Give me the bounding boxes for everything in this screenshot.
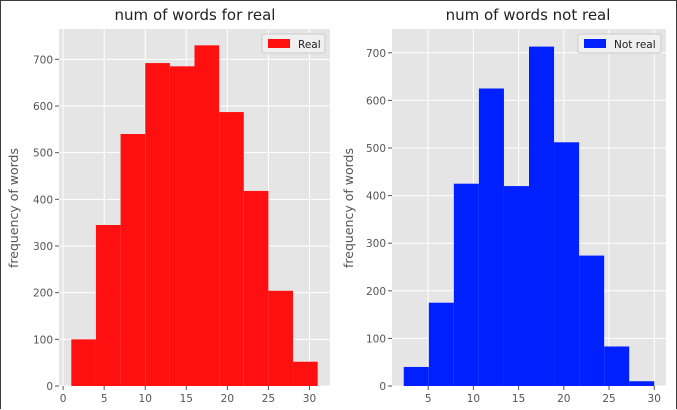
legend-swatch-not-real <box>584 39 606 48</box>
bars-not-real <box>403 46 655 386</box>
legend-label-not-real: Not real <box>614 39 656 51</box>
y-tick-label: 600 <box>366 95 386 107</box>
bar-not-real <box>428 302 454 386</box>
x-tick-label: 30 <box>303 393 316 405</box>
y-tick-label: 700 <box>33 54 53 66</box>
y-tick-label: 100 <box>366 333 386 345</box>
x-tick-label: 30 <box>648 393 661 405</box>
y-tick-label: 300 <box>33 241 53 253</box>
bar-not-real <box>453 183 479 386</box>
x-tick-label: 10 <box>467 393 480 405</box>
chart-real: num of words for real 0 5 10 15 20 25 30 0 100 2… <box>6 6 330 405</box>
y-tick-label: 600 <box>33 101 53 113</box>
bar-not-real <box>554 142 580 386</box>
legend-swatch-real <box>268 39 290 48</box>
x-tick-label: 10 <box>139 393 152 405</box>
bar-not-real <box>403 366 429 386</box>
y-ticks-real: 0 100 200 300 400 500 600 700 <box>33 54 59 393</box>
bar-not-real <box>503 186 529 386</box>
bar-real <box>243 190 269 386</box>
x-tick-label: 20 <box>221 393 234 405</box>
x-tick-label: 25 <box>602 393 615 405</box>
y-ticks-not-real: 0 100 200 300 400 500 600 700 <box>366 48 392 393</box>
y-tick-label: 200 <box>33 288 53 300</box>
bar-real <box>268 290 294 386</box>
y-tick-label: 400 <box>33 194 53 206</box>
bar-real <box>120 134 146 386</box>
y-tick-label: 200 <box>366 286 386 298</box>
legend-not-real: Not real <box>577 33 662 54</box>
y-tick-label: 500 <box>33 148 53 160</box>
bars-real <box>71 45 318 387</box>
x-tick-label: 25 <box>262 393 275 405</box>
x-tick-label: 20 <box>557 393 570 405</box>
bar-not-real <box>529 46 555 386</box>
bar-real <box>169 66 195 386</box>
y-tick-label: 500 <box>366 143 386 155</box>
bar-real <box>219 112 244 387</box>
y-axis-label-real: frequency of words <box>6 148 21 268</box>
bar-not-real <box>604 346 630 386</box>
legend-label-real: Real <box>298 39 321 51</box>
bar-real <box>71 339 96 386</box>
x-tick-label: 5 <box>425 393 432 405</box>
chart-title-real: num of words for real <box>115 6 276 24</box>
bar-not-real <box>629 381 655 386</box>
x-tick-label: 15 <box>180 393 193 405</box>
y-axis-label-not-real: frequency of words <box>341 148 356 268</box>
y-tick-label: 700 <box>366 48 386 60</box>
y-tick-label: 0 <box>46 381 53 393</box>
legend-real: Real <box>261 33 326 54</box>
x-tick-label: 15 <box>512 393 525 405</box>
bar-real <box>293 361 318 386</box>
y-tick-label: 400 <box>366 191 386 203</box>
bar-not-real <box>478 88 504 386</box>
bar-real <box>145 63 170 387</box>
x-ticks-not-real: 5 10 15 20 25 30 <box>425 386 661 405</box>
chart-title-not-real: num of words not real <box>446 6 611 24</box>
bar-not-real <box>579 255 605 386</box>
x-ticks-real: 0 5 10 15 20 25 30 <box>60 386 316 405</box>
y-tick-label: 0 <box>379 381 386 393</box>
x-tick-label: 5 <box>101 393 108 405</box>
bar-real <box>194 45 220 386</box>
chart-not-real: num of words not real 5 10 15 20 25 30 0 100 20… <box>341 6 666 405</box>
x-tick-label: 0 <box>60 393 67 405</box>
y-tick-label: 100 <box>33 334 53 346</box>
y-tick-label: 300 <box>366 238 386 250</box>
bar-real <box>95 225 121 386</box>
